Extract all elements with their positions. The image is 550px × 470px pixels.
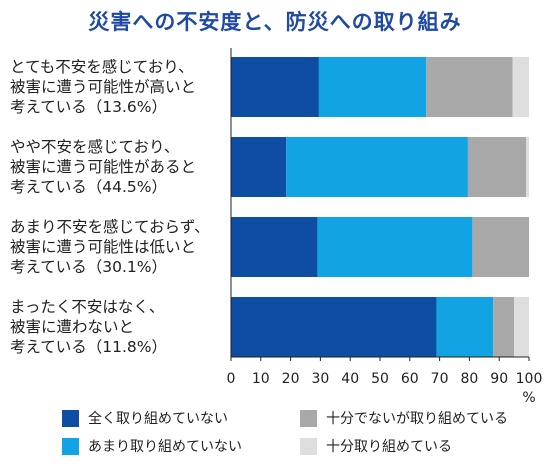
x-tick-label: 60 bbox=[401, 371, 419, 387]
category-label-line: まったく不安はなく、 bbox=[10, 298, 165, 316]
bar-segment bbox=[231, 297, 437, 357]
category-label-line: あまり不安を感じておらず、 bbox=[10, 218, 210, 236]
x-tick-label: 40 bbox=[341, 371, 359, 387]
category-label-line: 被害に遭わないと bbox=[10, 318, 135, 336]
legend-swatch bbox=[300, 409, 317, 427]
bar-segment bbox=[286, 137, 468, 197]
category-label: まったく不安はなく、 被害に遭わないと考えている（11.8%） bbox=[10, 297, 232, 357]
bar-segment bbox=[467, 137, 527, 197]
x-axis: 0 10 20 30 40 50 60 70 80 90 100% bbox=[227, 48, 543, 406]
legend-label: 十分取り組めている bbox=[326, 439, 452, 455]
legend-item: 十分取り組めている bbox=[300, 436, 452, 456]
bar-group bbox=[231, 57, 529, 357]
bar-segment bbox=[493, 297, 515, 357]
x-tick-label: 0 bbox=[227, 371, 236, 387]
bar-segment bbox=[436, 297, 494, 357]
legend-swatch bbox=[62, 437, 79, 455]
category-label-line: 被害に遭う可能性が高いと bbox=[10, 78, 197, 96]
category-label-line: 被害に遭う可能性があると bbox=[10, 158, 197, 176]
category-label-line: 考えている（11.8%） bbox=[10, 338, 167, 356]
category-label-line: 考えている（13.6%） bbox=[10, 98, 167, 116]
category-label-line: とても不安を感じており、 bbox=[10, 58, 194, 76]
category-label-line: やや不安を感じており、 bbox=[10, 138, 180, 156]
legend-label: 全く取り組めていない bbox=[88, 411, 228, 427]
x-tick-label: 10 bbox=[252, 371, 270, 387]
x-tick-label: 30 bbox=[311, 371, 329, 387]
category-label: とても不安を感じており、 被害に遭う可能性が高いと 考えている（13.6%） bbox=[10, 57, 232, 117]
x-tick-label: 50 bbox=[371, 371, 389, 387]
category-label: あまり不安を感じておらず、 被害に遭う可能性は低いと 考えている（30.1%） bbox=[10, 217, 232, 277]
legend-item: 全く取り組めていない bbox=[62, 408, 228, 428]
x-tick-label: 90 bbox=[490, 371, 508, 387]
legend-label: 十分でないが取り組めている bbox=[326, 411, 508, 427]
chart-title: 災害への不安度と、防災への取り組み bbox=[88, 10, 462, 34]
bar-segment bbox=[512, 57, 529, 117]
legend-item: 十分でないが取り組めている bbox=[300, 408, 508, 428]
bar-segment bbox=[231, 137, 287, 197]
category-label-line: 考えている（44.5%） bbox=[10, 178, 167, 196]
category-label: やや不安を感じており、 被害に遭う可能性があると 考えている（44.5%） bbox=[10, 137, 232, 197]
legend-swatch bbox=[62, 409, 79, 427]
bar-segment bbox=[317, 217, 473, 277]
legend-swatch bbox=[300, 437, 317, 455]
x-tick-label: 20 bbox=[282, 371, 300, 387]
category-label-line: 考えている（30.1%） bbox=[10, 258, 167, 276]
category-label-line: 被害に遭う可能性は低いと bbox=[10, 238, 197, 256]
bar-segment bbox=[472, 217, 529, 277]
x-axis-unit-label: % bbox=[522, 390, 535, 406]
x-tick-label: 70 bbox=[431, 371, 449, 387]
x-tick-label: 100 bbox=[516, 371, 543, 387]
bar-segment bbox=[231, 217, 318, 277]
bar-segment bbox=[426, 57, 513, 117]
bar-segment bbox=[318, 57, 427, 117]
bar-segment bbox=[231, 57, 319, 117]
bar-segment bbox=[514, 297, 529, 357]
legend-label: あまり取り組めていない bbox=[88, 439, 242, 455]
bar-segment bbox=[526, 137, 529, 197]
legend-item: あまり取り組めていない bbox=[62, 436, 242, 456]
x-tick-label: 80 bbox=[460, 371, 478, 387]
